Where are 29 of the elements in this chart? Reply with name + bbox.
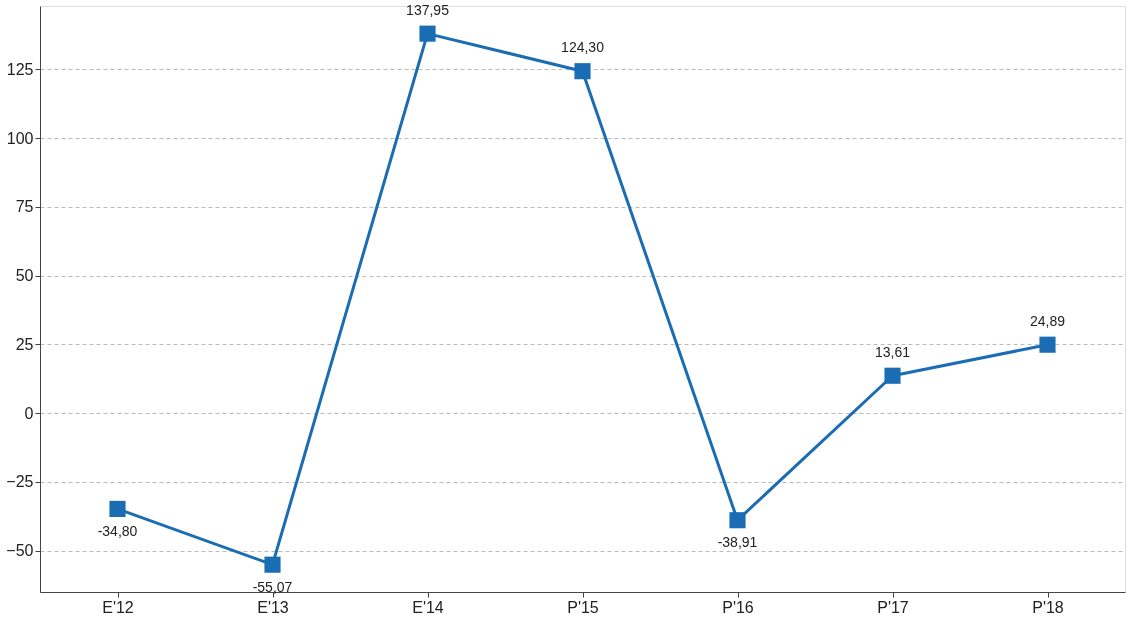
point: [729, 512, 746, 529]
x-tick-label: E'12: [102, 598, 134, 616]
y-tick-label: 75: [15, 198, 34, 216]
y-tick-label: 50: [15, 267, 34, 285]
point: [109, 500, 126, 517]
x-tick-label: P'18: [1032, 598, 1064, 616]
data-label: 137,95: [406, 1, 450, 18]
data-label: 24,89: [1029, 312, 1066, 329]
y-tick-label: −25: [6, 473, 34, 491]
point: [574, 63, 591, 80]
point: [264, 556, 281, 573]
point: [419, 25, 436, 42]
x-tick-label: E'13: [257, 598, 289, 616]
data-label: -34,80: [97, 522, 138, 539]
y-tick-label: 125: [6, 60, 34, 78]
x-tick-label: P'15: [567, 598, 599, 616]
data-label: -38,91: [717, 534, 758, 551]
point: [884, 367, 901, 384]
x-tick-label: P'16: [722, 598, 754, 616]
point: [1039, 336, 1056, 353]
y-tick-label: 25: [15, 335, 34, 353]
data-label: -55,07: [252, 578, 293, 595]
y-tick-label: 0: [24, 404, 34, 422]
y-tick-label: −50: [6, 542, 34, 560]
y-tick-label: 100: [6, 129, 34, 147]
data-label: 13,61: [874, 343, 911, 360]
x-tick-label: E'14: [412, 598, 444, 616]
x-tick-label: P'17: [877, 598, 909, 616]
data-label: 124,30: [561, 39, 605, 56]
